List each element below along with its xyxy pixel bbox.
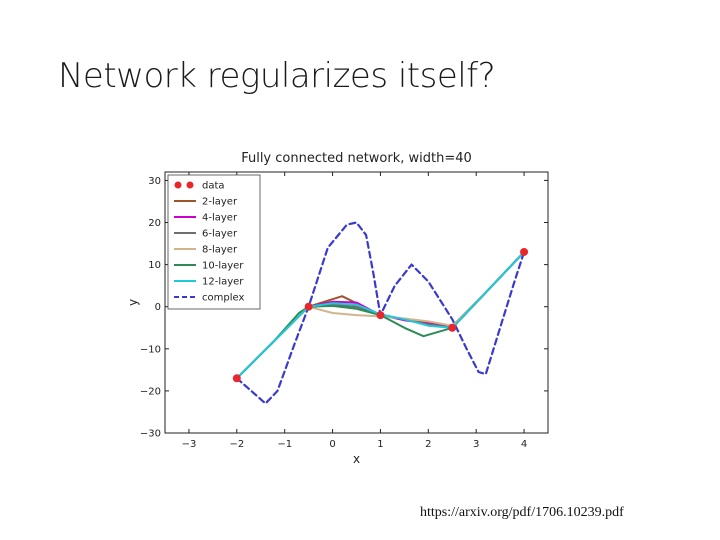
chart-figure: Fully connected network, width=40 −3 −2 −1 0… <box>110 140 560 475</box>
legend-marker-data <box>186 181 194 189</box>
series-line-complex <box>235 221 526 405</box>
x-tick-label: −1 <box>277 439 292 450</box>
legend-label-8-layer: 8-layer <box>202 245 238 256</box>
legend-label-data: data <box>202 181 225 192</box>
slide-title: Network regularizes itself? <box>58 56 496 96</box>
y-tick-label: 20 <box>148 218 161 229</box>
legend-box <box>167 174 261 310</box>
legend-label-2-layer: 2-layer <box>202 197 238 208</box>
data-point <box>304 302 313 311</box>
x-tick-label: 3 <box>473 439 479 450</box>
x-tick-label: 2 <box>425 439 431 450</box>
plot-frame <box>164 171 549 434</box>
x-tick-label: 0 <box>329 439 335 450</box>
legend-label-12-layer: 12-layer <box>202 277 244 288</box>
legend-label-complex: complex <box>202 293 244 304</box>
x-tick-label: −3 <box>182 439 197 450</box>
source-citation: https://arxiv.org/pdf/1706.10239.pdf <box>420 505 624 520</box>
data-point <box>376 311 385 320</box>
x-tick-label: 1 <box>377 439 383 450</box>
y-tick-label: 30 <box>148 176 161 187</box>
data-point <box>448 323 457 332</box>
y-axis-label: y <box>126 299 140 306</box>
chart-title: Fully connected network, width=40 <box>241 151 472 166</box>
legend: data 2-layer 4-layer 6-layer 8-layer 10-layer… <box>167 174 261 310</box>
legend-label-10-layer: 10-layer <box>202 261 244 272</box>
y-tick-label: 0 <box>155 302 161 313</box>
y-tick-label: −30 <box>140 429 161 440</box>
series-group <box>232 221 529 405</box>
data-point <box>232 374 241 383</box>
legend-label-4-layer: 4-layer <box>202 213 238 224</box>
y-tick-label: −10 <box>140 344 161 355</box>
data-point <box>520 247 529 256</box>
y-tick-label: 10 <box>148 260 161 271</box>
legend-marker-data <box>174 181 182 189</box>
x-axis-label: x <box>353 452 360 466</box>
x-tick-label: −2 <box>229 439 244 450</box>
y-tick-label: −20 <box>140 386 161 397</box>
x-tick-label: 4 <box>521 439 527 450</box>
legend-label-6-layer: 6-layer <box>202 229 238 240</box>
chart-svg: Fully connected network, width=40−3 −2 −1 0… <box>126 151 549 466</box>
